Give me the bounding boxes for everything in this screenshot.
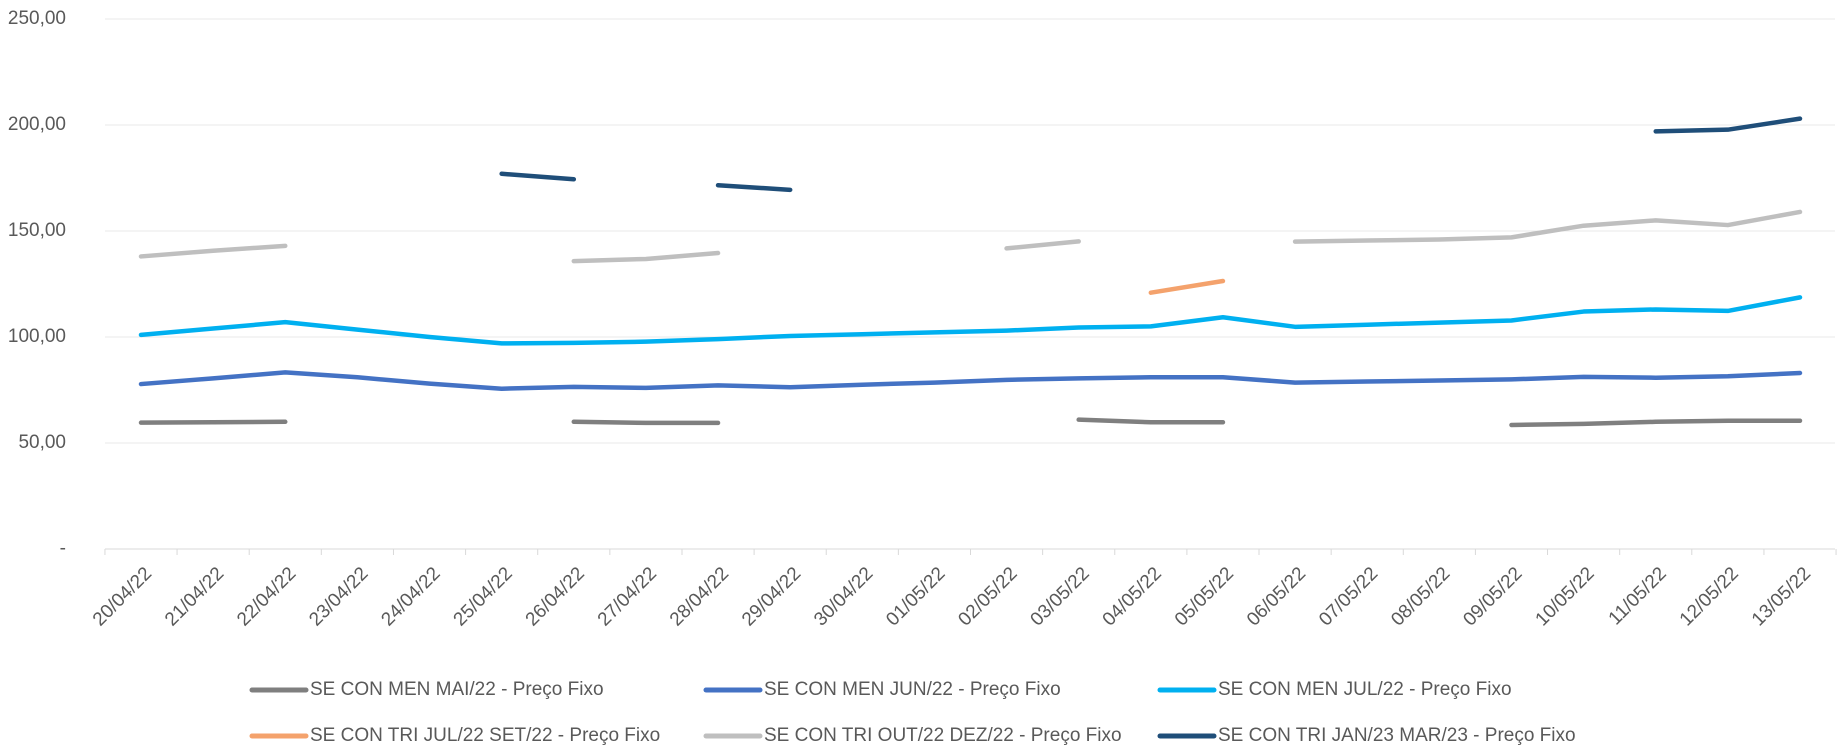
x-tick-label: 22/04/22 bbox=[233, 563, 300, 630]
x-tick-label: 29/04/22 bbox=[738, 563, 805, 630]
x-tick-label: 23/04/22 bbox=[305, 563, 372, 630]
y-tick-label: 100,00 bbox=[8, 326, 66, 347]
legend-label: SE CON MEN MAI/22 - Preço Fixo bbox=[310, 679, 604, 700]
x-tick-label: 20/04/22 bbox=[89, 563, 156, 630]
y-tick-label: 250,00 bbox=[8, 8, 66, 29]
x-tick-label: 07/05/22 bbox=[1315, 563, 1382, 630]
x-tick-label: 13/05/22 bbox=[1748, 563, 1815, 630]
x-tick-label: 30/04/22 bbox=[810, 563, 877, 630]
y-tick-label: - bbox=[60, 538, 66, 559]
x-tick-label: 12/05/22 bbox=[1676, 563, 1743, 630]
x-tick-label: 27/04/22 bbox=[594, 563, 661, 630]
y-tick-label: 200,00 bbox=[8, 114, 66, 135]
series-line bbox=[138, 417, 1803, 428]
x-tick-label: 03/05/22 bbox=[1027, 563, 1094, 630]
x-tick-label: 28/04/22 bbox=[666, 563, 733, 630]
legend-label: SE CON TRI OUT/22 DEZ/22 - Preço Fixo bbox=[764, 725, 1122, 746]
x-tick-label: 10/05/22 bbox=[1532, 563, 1599, 630]
x-tick-label: 09/05/22 bbox=[1459, 563, 1526, 630]
x-tick-label: 08/05/22 bbox=[1387, 563, 1454, 630]
series-line bbox=[499, 116, 1803, 193]
series-line bbox=[138, 295, 1803, 346]
y-tick-label: 50,00 bbox=[18, 432, 66, 453]
x-tick-label: 05/05/22 bbox=[1171, 563, 1238, 630]
x-tick-label: 11/05/22 bbox=[1605, 563, 1671, 629]
x-tick-label: 25/04/22 bbox=[450, 563, 517, 630]
legend-label: SE CON TRI JUL/22 SET/22 - Preço Fixo bbox=[310, 725, 660, 746]
x-tick-label: 21/04/22 bbox=[161, 563, 228, 630]
x-tick-label: 24/04/22 bbox=[377, 563, 444, 630]
legend-label: SE CON MEN JUL/22 - Preço Fixo bbox=[1218, 679, 1512, 700]
y-tick-label: 150,00 bbox=[8, 220, 66, 241]
series-line bbox=[1148, 278, 1226, 295]
x-tick-label: 02/05/22 bbox=[954, 563, 1021, 630]
x-tick-label: 26/04/22 bbox=[522, 563, 589, 630]
x-tick-label: 04/05/22 bbox=[1099, 563, 1166, 630]
legend-label: SE CON TRI JAN/23 MAR/23 - Preço Fixo bbox=[1218, 725, 1576, 746]
series-line bbox=[138, 370, 1803, 391]
x-tick-label: 01/05/22 bbox=[882, 563, 949, 630]
legend-label: SE CON MEN JUN/22 - Preço Fixo bbox=[764, 679, 1061, 700]
series-line bbox=[138, 209, 1803, 264]
x-tick-label: 06/05/22 bbox=[1243, 563, 1310, 630]
